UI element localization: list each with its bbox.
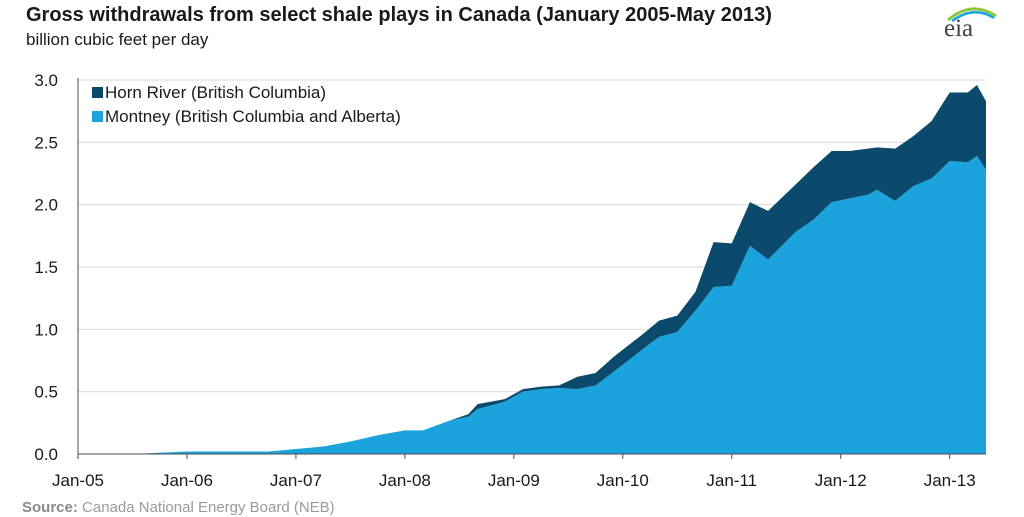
montney-area (78, 156, 986, 454)
x-tick-label: Jan-09 (488, 471, 540, 490)
legend-swatch-montney (92, 111, 103, 122)
y-tick-label: 1.5 (34, 258, 58, 277)
y-tick-labels: 0.0 0.5 1.0 1.5 2.0 2.5 3.0 (34, 71, 58, 464)
legend-label-montney: Montney (British Columbia and Alberta) (105, 107, 401, 126)
source-label: Source: (22, 499, 78, 516)
chart-subtitle: billion cubic feet per day (26, 30, 209, 49)
y-tick-label: 0.5 (34, 383, 58, 402)
y-tick-label: 3.0 (34, 71, 58, 90)
x-tick-labels: Jan-05 Jan-06 Jan-07 Jan-08 Jan-09 Jan-10 Jan-… (52, 471, 976, 490)
x-tick-label: Jan-13 (924, 471, 976, 490)
x-tick-label: Jan-05 (52, 471, 104, 490)
legend-swatch-horn-river (92, 87, 103, 98)
eia-logo-text: eia (944, 15, 974, 42)
x-tick-label: Jan-06 (161, 471, 213, 490)
chart-title: Gross withdrawals from select shale play… (26, 4, 772, 26)
y-tick-label: 1.0 (34, 320, 58, 339)
eia-logo: eia (942, 2, 1002, 46)
y-tick-label: 2.0 (34, 196, 58, 215)
y-tick-label: 0.0 (34, 445, 58, 464)
x-tick-label: Jan-12 (815, 471, 867, 490)
x-tick-label: Jan-08 (379, 471, 431, 490)
source-note: Source: Canada National Energy Board (NE… (22, 499, 335, 516)
source-text: Canada National Energy Board (NEB) (82, 499, 335, 516)
x-tick-label: Jan-07 (270, 471, 322, 490)
x-tick-label: Jan-10 (597, 471, 649, 490)
series-areas (78, 84, 986, 454)
y-tick-label: 2.5 (34, 133, 58, 152)
eia-logo-arc-icon (947, 7, 997, 22)
legend: Horn River (British Columbia) Montney (Br… (92, 83, 401, 126)
x-tick-label: Jan-11 (706, 471, 757, 490)
legend-label-horn-river: Horn River (British Columbia) (105, 83, 326, 102)
axes (77, 78, 986, 459)
